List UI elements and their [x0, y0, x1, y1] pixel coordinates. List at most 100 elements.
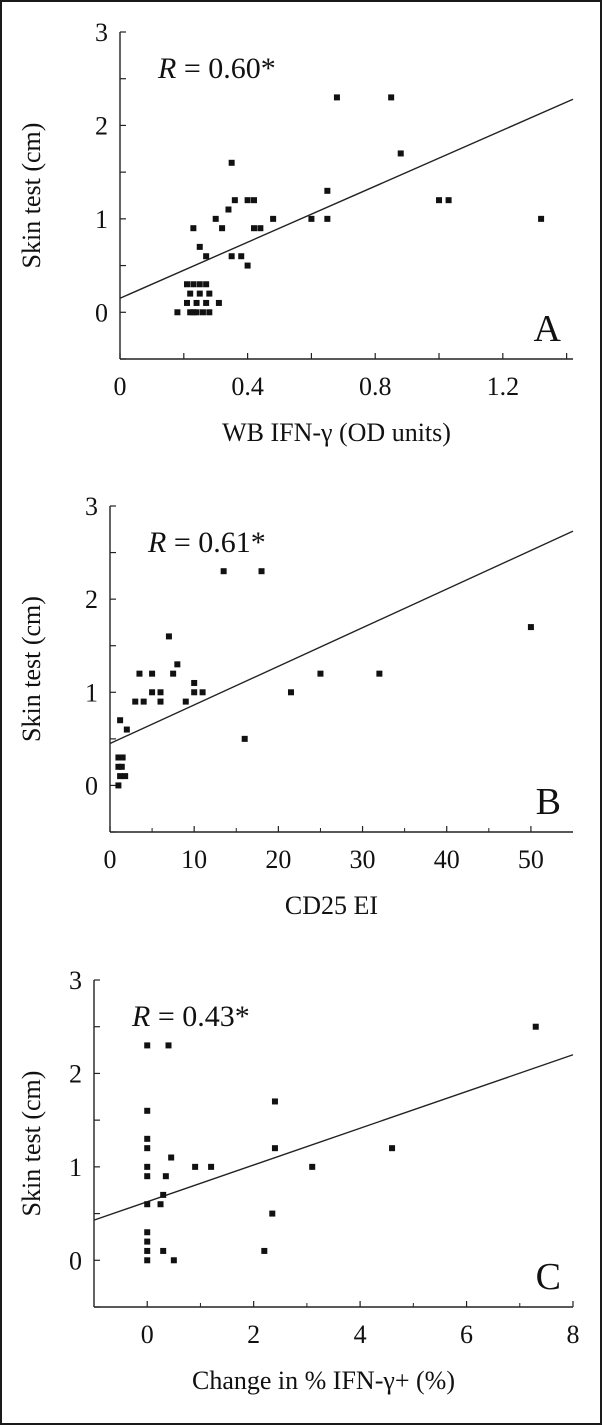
data-point: [174, 661, 181, 668]
data-point: [271, 1098, 278, 1105]
data-point: [115, 754, 122, 761]
correlation-annotation: R = 0.43*: [131, 1000, 250, 1033]
data-point: [199, 689, 206, 696]
x-tick-label: 0.8: [359, 372, 392, 401]
panel-letter: B: [536, 781, 561, 823]
data-point: [190, 225, 197, 232]
data-point: [269, 1210, 276, 1217]
data-point: [117, 717, 124, 724]
data-point: [244, 197, 251, 204]
data-point: [203, 253, 210, 260]
data-point: [117, 773, 124, 780]
y-tick-label: 2: [95, 111, 108, 140]
data-point: [165, 1042, 172, 1049]
data-point: [144, 1107, 151, 1114]
x-tick-label: 8: [567, 1320, 580, 1349]
data-point: [196, 290, 203, 297]
data-point: [136, 670, 143, 677]
data-point: [160, 1247, 167, 1254]
data-point: [212, 215, 219, 222]
regression-line: [93, 1054, 574, 1221]
data-point: [199, 309, 206, 316]
data-point: [241, 735, 248, 742]
r-value: = 0.61*: [166, 526, 265, 559]
regression-line: [119, 98, 574, 299]
data-point: [219, 225, 226, 232]
data-point: [206, 309, 213, 316]
data-point: [160, 1191, 167, 1198]
x-tick-label: 1.2: [487, 372, 520, 401]
y-axis-title: Skin test (cm): [17, 596, 46, 742]
y-tick-label: 0: [85, 771, 98, 800]
data-point: [144, 1257, 151, 1264]
data-point: [397, 150, 404, 157]
data-point: [132, 698, 139, 705]
data-point: [115, 782, 122, 789]
y-tick-label: 1: [85, 678, 98, 707]
data-point: [144, 1163, 151, 1170]
panel-letter: A: [534, 308, 562, 350]
x-axis-title: CD25 EI: [285, 891, 378, 920]
data-point: [238, 253, 245, 260]
correlation-annotation: R = 0.61*: [147, 526, 266, 559]
data-point: [196, 243, 203, 250]
data-point: [122, 773, 129, 780]
x-tick-label: 40: [434, 845, 460, 874]
data-point: [225, 206, 232, 213]
data-point: [206, 290, 213, 297]
data-point: [270, 215, 277, 222]
data-point: [324, 215, 331, 222]
x-tick-label: 2: [247, 1320, 260, 1349]
data-point: [258, 568, 265, 575]
data-point: [144, 1229, 151, 1236]
data-point: [203, 281, 210, 288]
x-tick-label: 6: [460, 1320, 473, 1349]
data-point: [119, 754, 126, 761]
r-value: = 0.43*: [150, 1000, 249, 1033]
panel-c: 0 1 2 3 0 2 4 6 8 R = 0.43* C Change in % IFN-γ+ (%…: [17, 966, 580, 1395]
data-point: [389, 1145, 396, 1152]
panel-letter: C: [536, 1256, 561, 1298]
data-point: [228, 253, 235, 260]
data-point: [436, 197, 443, 204]
data-point: [115, 763, 122, 770]
data-point: [190, 309, 197, 316]
data-point: [287, 689, 294, 696]
data-point: [118, 763, 125, 770]
data-point: [174, 309, 181, 316]
data-point: [244, 262, 251, 269]
data-point: [149, 670, 156, 677]
data-point: [203, 299, 210, 306]
data-point: [445, 197, 452, 204]
y-tick-label: 1: [69, 1153, 82, 1182]
data-point: [308, 215, 315, 222]
data-point: [309, 1163, 316, 1170]
data-point: [317, 670, 324, 677]
data-point: [324, 187, 331, 194]
data-point: [165, 633, 172, 640]
data-point: [376, 670, 383, 677]
data-point: [208, 1163, 215, 1170]
data-point: [183, 299, 190, 306]
data-point: [527, 624, 534, 631]
y-tick-label: 3: [69, 966, 82, 995]
x-tick-label: 10: [181, 845, 207, 874]
panel-a: 0 1 2 3 0 0.4 0.8 1.2 R = 0.60* A WB IFN-γ (OD uni…: [17, 18, 574, 447]
x-axis-title: Change in % IFN-γ+ (%): [192, 1366, 455, 1395]
data-point: [220, 568, 227, 575]
data-point: [228, 159, 235, 166]
data-point: [231, 197, 238, 204]
data-point: [170, 670, 177, 677]
data-point: [157, 689, 164, 696]
data-point: [144, 1042, 151, 1049]
data-point: [144, 1173, 151, 1180]
data-point: [144, 1201, 151, 1208]
x-tick-label: 0: [114, 372, 127, 401]
x-tick-label: 4: [354, 1320, 367, 1349]
x-tick-label: 0.4: [231, 372, 264, 401]
data-point: [187, 290, 194, 297]
r-symbol: R: [157, 52, 176, 85]
x-tick-label: 50: [518, 845, 544, 874]
